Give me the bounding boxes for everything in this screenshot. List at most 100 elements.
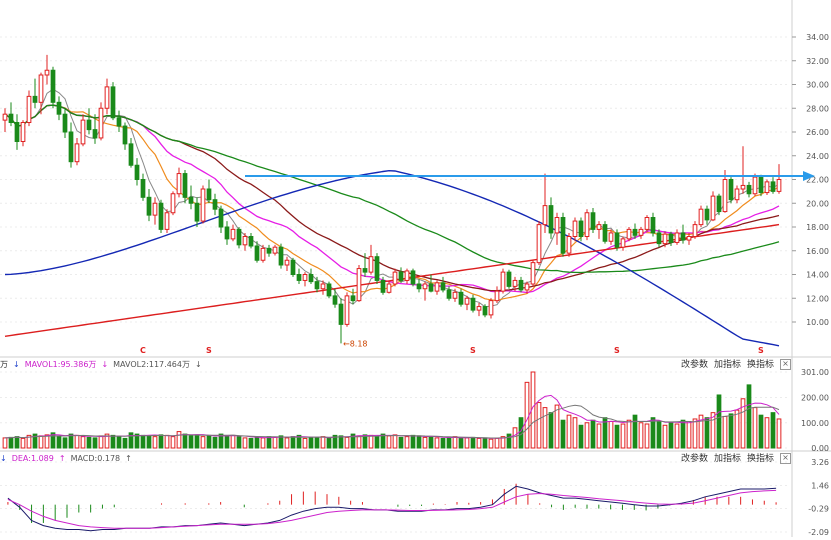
candle-up <box>272 246 278 254</box>
candle-down <box>506 271 512 287</box>
candle-down <box>350 295 356 302</box>
macd-tick-label: 3.26 <box>811 458 829 467</box>
volume-bar <box>458 437 464 449</box>
candle-up <box>344 295 350 325</box>
volume-bar <box>584 422 590 449</box>
candle-up <box>596 224 602 230</box>
candle-down <box>470 297 476 311</box>
volume-bar <box>326 437 332 449</box>
price-tick-label: 30.00 <box>806 81 829 90</box>
candle-up <box>638 228 644 236</box>
ma250-line <box>4 223 780 337</box>
candle-down <box>482 306 488 316</box>
volume-bar <box>68 433 74 449</box>
volume-bar <box>422 436 428 449</box>
volume-bar <box>344 436 350 449</box>
edit-params-button[interactable]: 改参数 <box>680 454 708 464</box>
volume-bar <box>386 435 392 449</box>
candle-down <box>206 188 212 201</box>
candle-up <box>368 256 374 273</box>
candle-down <box>110 86 116 119</box>
volume-bar <box>512 427 518 449</box>
candle-down <box>14 122 20 142</box>
candle-down <box>278 246 284 266</box>
volume-bar <box>524 381 530 449</box>
volume-bar <box>164 434 170 449</box>
add-indicator-button[interactable]: 加指标 <box>713 454 741 464</box>
candle-down <box>428 283 434 292</box>
up-arrow-icon: ↑ <box>125 454 132 463</box>
candle-down <box>560 217 566 254</box>
dea-line <box>7 489 777 529</box>
volume-bar <box>2 437 8 449</box>
candle-up <box>422 283 428 290</box>
volume-bar <box>734 409 740 449</box>
candle-up <box>536 224 542 264</box>
volume-bar <box>272 436 278 449</box>
candle-down <box>122 125 128 145</box>
candle-up <box>356 268 362 302</box>
volume-bar <box>410 434 416 449</box>
volume-panel-buttons: 改参数 加指标 换指标 × <box>675 358 791 372</box>
switch-indicator-button[interactable]: 换指标 <box>746 360 774 370</box>
edit-params-button[interactable]: 改参数 <box>680 360 708 370</box>
add-indicator-button[interactable]: 加指标 <box>713 360 741 370</box>
volume-bar <box>704 417 710 449</box>
candle-down <box>86 119 92 131</box>
signal-marker: S <box>470 346 476 355</box>
volume-bar <box>302 437 308 449</box>
volume-bar <box>134 433 140 449</box>
switch-indicator-button[interactable]: 换指标 <box>746 454 774 464</box>
candle-down <box>416 283 422 290</box>
candle-down <box>236 228 242 246</box>
candle-down <box>602 224 608 242</box>
candle-down <box>158 202 164 230</box>
candle-up <box>722 179 728 213</box>
volume-bar <box>170 436 176 449</box>
candle-up <box>392 271 398 285</box>
candle-down <box>218 208 224 228</box>
arrow-head-icon <box>803 170 815 181</box>
dea-value: DEA:1.089 <box>11 454 54 463</box>
candle-up <box>500 271 506 292</box>
volume-bar <box>560 419 566 449</box>
candle-up <box>698 208 704 226</box>
volume-bar <box>92 437 98 449</box>
volume-bar <box>98 435 104 449</box>
close-icon[interactable]: × <box>780 359 791 370</box>
volume-bar <box>14 436 20 449</box>
volume-bar <box>152 436 158 449</box>
volume-bar <box>140 434 146 449</box>
candle-up <box>734 188 740 201</box>
volume-header: 万 ↓ MAVOL1:95.386万 ↓ MAVOL2:117.464万 ↓ <box>0 359 207 371</box>
volume-bar <box>470 436 476 449</box>
candle-up <box>284 259 290 266</box>
candle-down <box>308 274 314 283</box>
volume-bar <box>194 434 200 449</box>
down-arrow-icon: ↓ <box>13 360 20 369</box>
price-tick-label: 20.00 <box>806 199 829 208</box>
signal-marker: S <box>206 346 212 355</box>
candle-down <box>680 232 686 241</box>
volume-bar <box>350 433 356 449</box>
candle-down <box>770 181 776 192</box>
price-tick-label: 10.00 <box>806 318 829 327</box>
candle-down <box>716 195 722 213</box>
volume-bar <box>770 412 776 449</box>
candle-up <box>512 279 518 287</box>
candle-up <box>74 143 80 163</box>
candle-up <box>176 173 182 195</box>
volume-bar <box>314 437 320 449</box>
volume-tick-label: 301.00 <box>801 368 829 377</box>
candle-down <box>266 247 272 254</box>
close-icon[interactable]: × <box>780 453 791 464</box>
candle-up <box>464 297 470 305</box>
volume-bar <box>176 431 182 449</box>
volume-bar <box>278 435 284 449</box>
price-tick-label: 26.00 <box>806 128 829 137</box>
volume-bar <box>74 434 80 449</box>
volume-bar <box>674 423 680 449</box>
macd-tick-label: -0.29 <box>808 504 829 513</box>
volume-bar <box>416 435 422 449</box>
